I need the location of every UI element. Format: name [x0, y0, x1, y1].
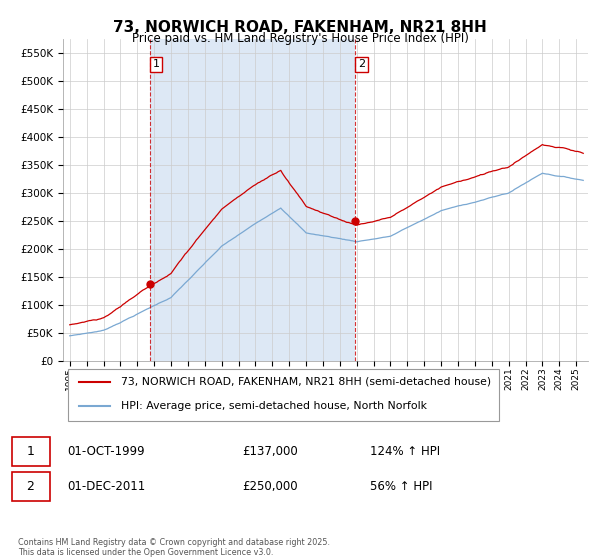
- Text: 2: 2: [26, 480, 34, 493]
- Text: HPI: Average price, semi-detached house, North Norfolk: HPI: Average price, semi-detached house,…: [121, 401, 427, 411]
- FancyBboxPatch shape: [68, 369, 499, 421]
- FancyBboxPatch shape: [12, 472, 50, 502]
- Text: 1: 1: [152, 59, 160, 69]
- Text: 2: 2: [358, 59, 365, 69]
- Bar: [150, 39, 355, 361]
- Text: Price paid vs. HM Land Registry's House Price Index (HPI): Price paid vs. HM Land Registry's House …: [131, 32, 469, 45]
- Text: 56% ↑ HPI: 56% ↑ HPI: [370, 480, 433, 493]
- Text: 01-OCT-1999: 01-OCT-1999: [67, 445, 145, 458]
- Text: 73, NORWICH ROAD, FAKENHAM, NR21 8HH: 73, NORWICH ROAD, FAKENHAM, NR21 8HH: [113, 20, 487, 35]
- Text: 01-DEC-2011: 01-DEC-2011: [67, 480, 145, 493]
- Text: Contains HM Land Registry data © Crown copyright and database right 2025.
This d: Contains HM Land Registry data © Crown c…: [18, 538, 330, 557]
- Text: 73, NORWICH ROAD, FAKENHAM, NR21 8HH (semi-detached house): 73, NORWICH ROAD, FAKENHAM, NR21 8HH (se…: [121, 377, 491, 387]
- Text: £137,000: £137,000: [242, 445, 298, 458]
- Text: £250,000: £250,000: [242, 480, 298, 493]
- Text: 1: 1: [26, 445, 34, 458]
- FancyBboxPatch shape: [12, 437, 50, 466]
- Text: 124% ↑ HPI: 124% ↑ HPI: [370, 445, 440, 458]
